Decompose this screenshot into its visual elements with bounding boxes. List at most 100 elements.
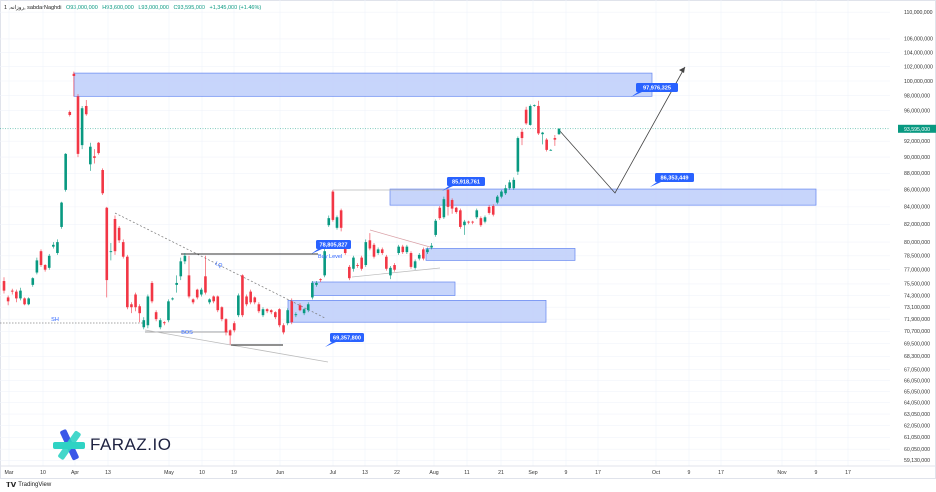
candle — [290, 298, 294, 325]
sh-label: SH — [51, 317, 59, 323]
candle — [15, 289, 18, 303]
candle — [311, 281, 314, 300]
candle — [372, 243, 376, 259]
price-tick-label: 92,000,000 — [904, 139, 930, 145]
candle — [545, 138, 548, 152]
candle-body — [60, 202, 63, 227]
candle — [97, 141, 100, 155]
candle-body — [76, 96, 80, 154]
candle-body — [52, 244, 55, 247]
candle — [446, 188, 450, 216]
price-tick-label: 67,050,000 — [904, 367, 930, 373]
candle — [450, 198, 454, 214]
candle-body — [294, 314, 298, 316]
candle-body — [491, 206, 495, 215]
candle-body — [339, 210, 343, 228]
candle-body — [237, 295, 240, 316]
price-tick-label: 96,000,000 — [904, 108, 930, 114]
candle — [23, 297, 26, 306]
candle-body — [397, 246, 400, 254]
price-tick-label: 74,300,000 — [904, 293, 930, 299]
candle — [533, 104, 536, 107]
candle-body — [413, 261, 417, 268]
candle-body — [533, 105, 536, 107]
candle-body — [438, 207, 442, 219]
price-tick-label: 63,050,000 — [904, 412, 930, 418]
candle-body — [553, 138, 557, 140]
candle — [105, 206, 109, 298]
time-tick-label: Jul — [330, 470, 337, 476]
price-tick-label: 68,300,000 — [904, 354, 930, 360]
tradingview-branding[interactable]: 𝗧𝗩 TradingView — [6, 481, 51, 489]
candle-body — [319, 279, 322, 281]
candle-body — [352, 257, 355, 269]
candle — [179, 257, 183, 281]
candle — [274, 311, 277, 320]
candle — [113, 215, 117, 255]
faraz-logo: FARAZ.IO — [52, 428, 171, 462]
candle-body — [430, 245, 433, 248]
candle — [278, 308, 281, 328]
candle — [368, 233, 372, 251]
price-tick-label: 110,000,000 — [904, 10, 933, 16]
candle-body — [372, 244, 376, 257]
candle — [360, 255, 363, 271]
candle-body — [306, 304, 310, 311]
candle-body — [290, 301, 294, 323]
price-tick-label: 80,000,000 — [904, 240, 930, 246]
candle — [331, 189, 335, 222]
candle — [327, 215, 331, 227]
candle-body — [187, 275, 191, 297]
candle-body — [47, 255, 51, 268]
time-tick-label: Nov — [777, 470, 787, 476]
candle — [413, 259, 417, 270]
candle-body — [212, 296, 215, 302]
price-tick-label: 98,000,000 — [904, 93, 930, 99]
candle-body — [154, 312, 158, 320]
candle-body — [541, 132, 544, 135]
candle-body — [508, 182, 511, 189]
candle — [393, 263, 396, 272]
candle — [385, 254, 388, 271]
candle — [257, 302, 261, 314]
candle-body — [422, 249, 425, 259]
candle-body — [39, 251, 43, 266]
price-label-zone-top-text: 97,976,325 — [643, 86, 671, 92]
candle — [220, 306, 224, 322]
candle — [76, 94, 80, 158]
candle — [253, 296, 257, 305]
candle-body — [138, 306, 141, 314]
price-label-swing-high-pointer — [442, 186, 453, 191]
price-tick-label: 61,050,000 — [904, 435, 930, 441]
candle-body — [109, 251, 113, 253]
price-label-low-text: 69,357,800 — [333, 336, 361, 342]
candle-body — [113, 219, 117, 252]
candle-body — [348, 266, 351, 279]
candle — [241, 274, 244, 318]
price-label-swing-high: 85,918,761 — [442, 177, 485, 191]
candle — [31, 277, 35, 287]
star-asterisk-icon — [53, 429, 85, 461]
candle — [142, 317, 146, 330]
time-tick-label: 17 — [845, 470, 851, 476]
candle-body — [2, 281, 6, 291]
candle — [364, 239, 368, 267]
candle — [249, 289, 252, 305]
candle — [422, 247, 425, 261]
time-tick-label: Jun — [276, 470, 284, 476]
price-label-buy-bg — [316, 240, 351, 249]
candle — [442, 196, 446, 220]
candle — [475, 208, 479, 220]
price-label-swing-high-bg — [447, 177, 485, 186]
candle — [508, 179, 511, 190]
candle — [467, 220, 470, 225]
tradingview-logo-icon: 𝗧𝗩 — [6, 482, 17, 489]
candle-body — [126, 256, 129, 308]
candle — [463, 219, 466, 235]
low-value: L93,000,000 — [138, 5, 169, 11]
candle-body — [179, 261, 183, 277]
candle — [483, 215, 487, 224]
candle — [64, 153, 67, 192]
candle — [348, 265, 351, 281]
